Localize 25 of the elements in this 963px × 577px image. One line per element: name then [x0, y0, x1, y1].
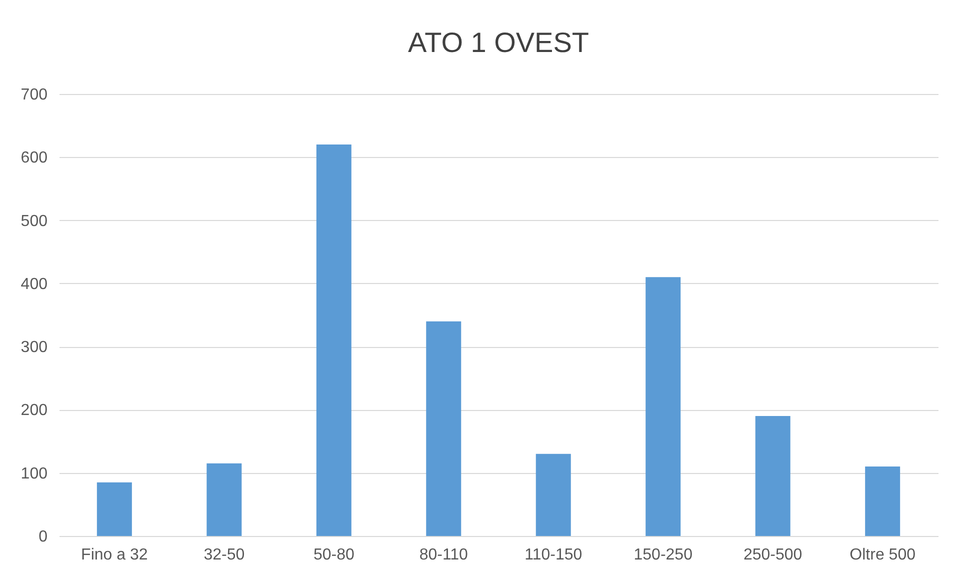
y-tick-label: 500	[20, 212, 48, 230]
x-tick-label: Fino a 32	[81, 546, 148, 564]
x-tick-label: 80-110	[419, 546, 468, 564]
x-tick-label: 50-80	[313, 546, 354, 564]
y-tick-label: 600	[20, 150, 48, 167]
bar	[426, 321, 462, 536]
y-tick-label: 100	[20, 465, 48, 482]
y-tick-label: 300	[20, 339, 48, 356]
bar	[96, 482, 132, 536]
x-tick-label: 150-250	[634, 546, 693, 564]
bar	[865, 466, 900, 536]
y-tick-label: 700	[20, 86, 48, 104]
y-tick-label: 400	[20, 276, 48, 293]
y-tick-label: 0	[38, 528, 48, 546]
bar	[646, 277, 681, 536]
chart-title: ATO 1 OVEST	[408, 27, 590, 58]
bar	[536, 454, 571, 536]
bar	[755, 416, 790, 536]
bar	[206, 463, 242, 536]
x-tick-label: Oltre 500	[850, 546, 916, 564]
x-tick-label: 32-50	[204, 546, 245, 564]
bar	[316, 144, 352, 536]
y-tick-label: 200	[20, 402, 48, 420]
x-tick-label: 250-500	[743, 546, 802, 564]
x-tick-label: 110-150	[524, 546, 582, 564]
